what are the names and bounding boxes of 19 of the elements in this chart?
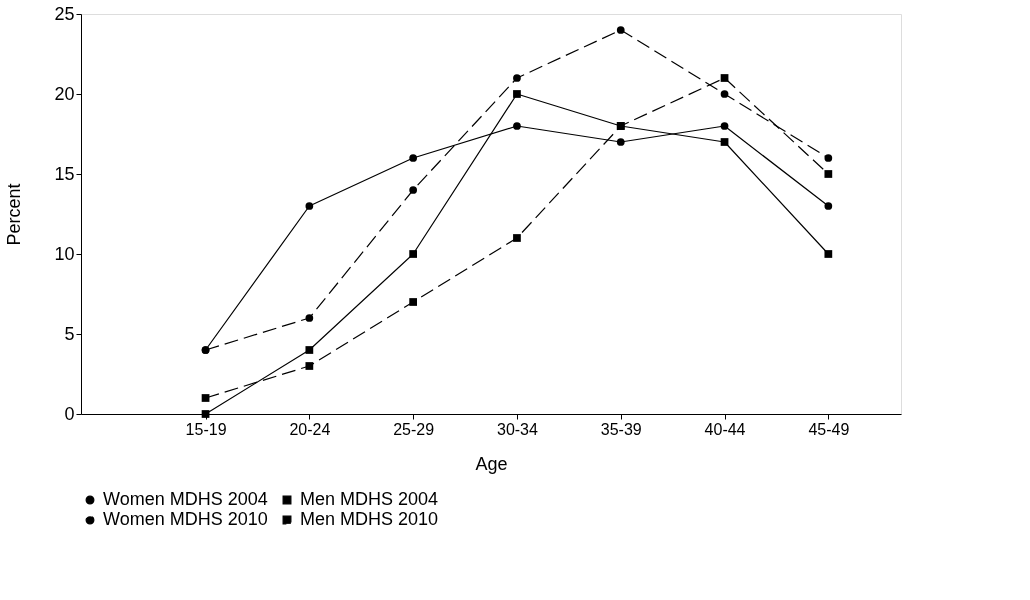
y-axis-title: Percent: [4, 183, 25, 246]
y-tick-label: 25: [54, 3, 75, 24]
x-tick-label: 45-49: [808, 420, 850, 438]
y-tick-label: 0: [64, 403, 75, 424]
legend-label: Men MDHS 2004: [300, 489, 439, 509]
legend-label: Women MDHS 2010: [103, 509, 268, 529]
x-tick-label: 15-19: [185, 420, 227, 438]
x-tick-label: 30-34: [496, 420, 539, 438]
legend-label: Men MDHS 2010: [300, 509, 439, 529]
y-tick-label: 15: [54, 163, 75, 184]
y-tick-label: 10: [54, 243, 75, 264]
x-tick-label: 40-44: [704, 420, 746, 438]
y-tick-label: 20: [54, 83, 75, 104]
x-tick-label: 35-39: [600, 420, 642, 438]
x-tick-label: 25-29: [393, 420, 435, 438]
legend-label: Women MDHS 2004: [103, 489, 268, 509]
x-tick-label: 20-24: [289, 420, 331, 438]
y-tick-label: 5: [64, 323, 75, 344]
x-axis-title: Age: [475, 453, 508, 474]
